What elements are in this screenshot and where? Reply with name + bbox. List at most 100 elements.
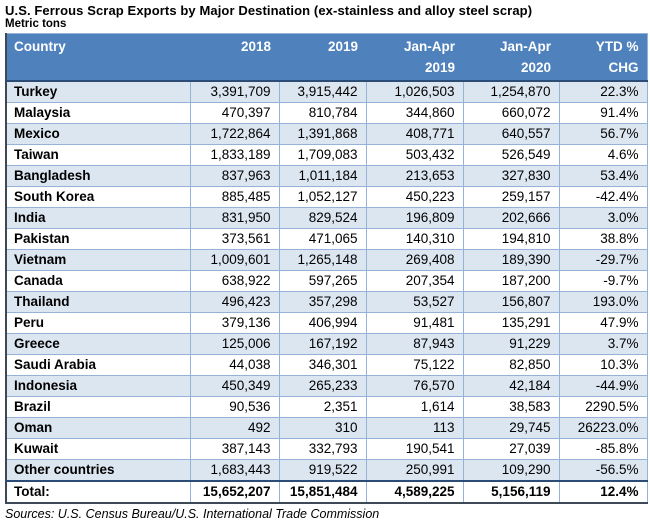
cell-jan-apr-2020: 29,745 — [462, 417, 559, 439]
cell-y2018: 1,009,601 — [189, 249, 279, 271]
cell-country: South Korea — [6, 186, 190, 208]
cell-jan-apr-2019: 213,653 — [365, 165, 463, 187]
header-label: Jan-Apr — [403, 39, 455, 54]
cell-country: Saudi Arabia — [6, 354, 190, 376]
cell-country: Malaysia — [6, 102, 190, 124]
cell-jan-apr-2019: 196,809 — [365, 207, 463, 229]
cell-country: Total: — [6, 480, 190, 503]
cell-jan-apr-2020: 38,583 — [462, 396, 559, 418]
cell-jan-apr-2019: 344,860 — [365, 102, 463, 124]
page-title: U.S. Ferrous Scrap Exports by Major Dest… — [5, 3, 533, 18]
cell-jan-apr-2019: 190,541 — [365, 438, 463, 460]
cell-country: Oman — [6, 417, 190, 439]
cell-country: Taiwan — [6, 144, 190, 166]
cell-jan-apr-2020: 27,039 — [462, 438, 559, 460]
cell-jan-apr-2020: 259,157 — [462, 186, 559, 208]
cell-y2018: 1,683,443 — [189, 459, 279, 481]
total-row: Total: 15,652,207 15,851,484 4,589,225 5,156… — [6, 480, 647, 503]
cell-jan-apr-2019: 87,943 — [365, 333, 463, 355]
cell-y2018: 387,143 — [189, 438, 279, 460]
table-row: Brazil 90,536 2,351 1,614 38,583 2290.5% — [6, 396, 647, 418]
table-row: Kuwait 387,143 332,793 190,541 27,039 -85.8% — [6, 438, 647, 460]
table-row: Greece 125,006 167,192 87,943 91,229 3.7% — [6, 333, 647, 355]
cell-jan-apr-2019: 450,223 — [365, 186, 463, 208]
table-row: Taiwan 1,833,189 1,709,083 503,432 526,549 4.… — [6, 144, 647, 166]
cell-y2019: 1,011,184 — [278, 165, 366, 187]
cell-y2018: 885,485 — [189, 186, 279, 208]
cell-ytd-pct-chg: 56.7% — [558, 123, 647, 145]
cell-y2018: 1,833,189 — [189, 144, 279, 166]
cell-jan-apr-2019: 4,589,225 — [365, 480, 463, 503]
cell-y2019: 406,994 — [278, 312, 366, 334]
cell-country: Other countries — [6, 459, 190, 481]
cell-jan-apr-2020: 5,156,119 — [462, 480, 559, 503]
header-label: 2018 — [240, 39, 271, 54]
table-row: Thailand 496,423 357,298 53,527 156,807 193.0… — [6, 291, 647, 313]
cell-y2019: 1,391,868 — [278, 123, 366, 145]
table-row: Oman 492 310 113 29,745 26223.0% — [6, 417, 647, 439]
cell-y2019: 346,301 — [278, 354, 366, 376]
cell-ytd-pct-chg: 47.9% — [558, 312, 647, 334]
cell-country: Bangladesh — [6, 165, 190, 187]
cell-ytd-pct-chg: 53.4% — [558, 165, 647, 187]
cell-jan-apr-2020: 156,807 — [462, 291, 559, 313]
cell-y2019: 597,265 — [278, 270, 366, 292]
cell-ytd-pct-chg: -42.4% — [558, 186, 647, 208]
header-cell-jan-apr-2020: Jan-Apr 2020 — [463, 33, 559, 81]
header-label: 2019 — [327, 39, 358, 54]
cell-jan-apr-2019: 269,408 — [365, 249, 463, 271]
source-note: Sources: U.S. Census Bureau/U.S. Interna… — [5, 507, 380, 521]
cell-y2018: 492 — [189, 417, 279, 439]
cell-y2019: 829,524 — [278, 207, 366, 229]
cell-ytd-pct-chg: 193.0% — [558, 291, 647, 313]
header-label: Country — [14, 39, 66, 54]
header-cell-ytd-pct-chg: YTD % CHG — [559, 33, 647, 81]
table-row: Other countries 1,683,443 919,522 250,991 10… — [6, 459, 647, 481]
cell-y2018: 44,038 — [189, 354, 279, 376]
cell-country: Greece — [6, 333, 190, 355]
cell-ytd-pct-chg: -85.8% — [558, 438, 647, 460]
cell-jan-apr-2019: 1,026,503 — [365, 80, 463, 103]
cell-country: Vietnam — [6, 249, 190, 271]
cell-y2018: 3,391,709 — [189, 80, 279, 103]
header-cell-jan-apr-2019: Jan-Apr 2019 — [366, 33, 463, 81]
cell-y2019: 471,065 — [278, 228, 366, 250]
table-row: Saudi Arabia 44,038 346,301 75,122 82,850 10.… — [6, 354, 647, 376]
cell-ytd-pct-chg: 2290.5% — [558, 396, 647, 418]
cell-y2019: 810,784 — [278, 102, 366, 124]
table-row: Indonesia 450,349 265,233 76,570 42,184 -44.9… — [6, 375, 647, 397]
table-body: Turkey 3,391,709 3,915,442 1,026,503 1,254,8… — [6, 80, 647, 503]
cell-jan-apr-2020: 42,184 — [462, 375, 559, 397]
header-label: YTD % — [595, 39, 639, 54]
cell-y2019: 2,351 — [278, 396, 366, 418]
cell-country: Peru — [6, 312, 190, 334]
cell-jan-apr-2020: 82,850 — [462, 354, 559, 376]
header-label-line2: 2019 — [424, 60, 455, 75]
cell-y2018: 373,561 — [189, 228, 279, 250]
cell-ytd-pct-chg: 10.3% — [558, 354, 647, 376]
cell-y2018: 831,950 — [189, 207, 279, 229]
header-label-line2: CHG — [608, 60, 639, 75]
header-label: Jan-Apr — [499, 39, 551, 54]
cell-jan-apr-2020: 194,810 — [462, 228, 559, 250]
cell-jan-apr-2020: 1,254,870 — [462, 80, 559, 103]
cell-y2019: 167,192 — [278, 333, 366, 355]
cell-jan-apr-2020: 187,200 — [462, 270, 559, 292]
cell-y2019: 332,793 — [278, 438, 366, 460]
cell-jan-apr-2019: 207,354 — [365, 270, 463, 292]
cell-jan-apr-2020: 640,557 — [462, 123, 559, 145]
cell-jan-apr-2020: 202,666 — [462, 207, 559, 229]
cell-ytd-pct-chg: 26223.0% — [558, 417, 647, 439]
cell-ytd-pct-chg: -29.7% — [558, 249, 647, 271]
table-header: Country 2018 2019 Jan-Apr 2019 Jan-Apr 2… — [6, 33, 647, 81]
table-row: Turkey 3,391,709 3,915,442 1,026,503 1,254,8… — [6, 80, 647, 103]
cell-jan-apr-2020: 91,229 — [462, 333, 559, 355]
cell-ytd-pct-chg: 3.7% — [558, 333, 647, 355]
cell-ytd-pct-chg: 38.8% — [558, 228, 647, 250]
table-row: Mexico 1,722,864 1,391,868 408,771 640,557 56… — [6, 123, 647, 145]
cell-y2019: 15,851,484 — [278, 480, 366, 503]
cell-ytd-pct-chg: -56.5% — [558, 459, 647, 481]
table-row: India 831,950 829,524 196,809 202,666 3.0% — [6, 207, 647, 229]
header-cell-country: Country — [6, 33, 190, 81]
